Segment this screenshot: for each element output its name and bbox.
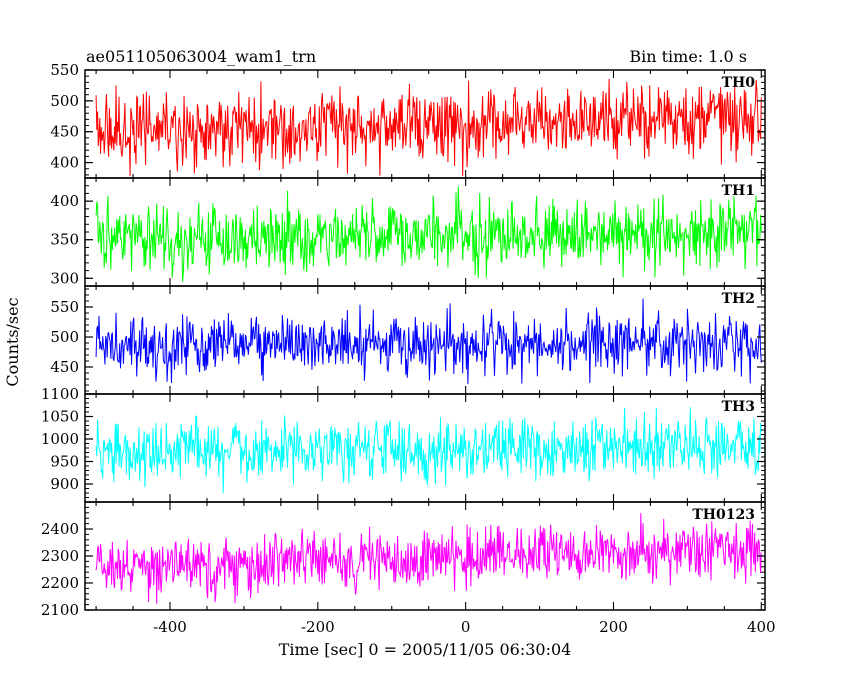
- y-tick-label: 550: [50, 61, 79, 79]
- panel-th3: 900 950 1000 1050 1100 TH3: [41, 385, 766, 503]
- y-tick-label: 1050: [41, 408, 79, 426]
- x-tick-label: -400: [153, 618, 187, 636]
- panel-label: TH3: [722, 399, 755, 415]
- x-tick-label: 0: [461, 618, 471, 636]
- y-tick-label: 2400: [41, 520, 79, 538]
- panel-th2: 450 500 550 TH2: [50, 285, 766, 395]
- y-tick-label: 950: [50, 453, 79, 471]
- y-tick-label: 1100: [41, 385, 79, 403]
- panel-label: TH0: [722, 75, 756, 91]
- chart-title: ae051105063004_wam1_trn: [86, 47, 316, 66]
- series-line-th3: [95, 407, 762, 494]
- y-tick-label: 2300: [41, 547, 79, 565]
- y-tick-label: 2200: [41, 574, 79, 592]
- y-tick-label: 550: [50, 298, 79, 316]
- y-tick-label: 1000: [41, 430, 79, 448]
- panel-th0: 400 450 500 550 TH0: [50, 61, 766, 179]
- x-tick-label: 400: [747, 618, 776, 636]
- y-axis-label: Counts/sec: [3, 297, 22, 386]
- y-tick-label: 300: [50, 269, 79, 287]
- panel-frame: [84, 393, 766, 503]
- series-line-th1: [95, 186, 762, 282]
- y-tick-label: 400: [50, 154, 79, 172]
- series-line-th0: [95, 78, 762, 177]
- panel-stack: 400 450 500 550 TH0 300 350 400 TH1 450 500 550 TH2 9…: [41, 61, 766, 619]
- y-tick-label: 500: [50, 92, 79, 110]
- y-tick-label: 400: [50, 192, 79, 210]
- x-axis: -400 -200 0 200 400: [95, 70, 776, 636]
- panel-th0123: 2100 2200 2300 2400 TH0123: [41, 501, 766, 619]
- series-line-th0123: [95, 512, 762, 604]
- bin-time-label: Bin time: 1.0 s: [629, 47, 747, 66]
- panel-th1: 300 350 400 TH1: [50, 177, 766, 287]
- series-line-th2: [95, 298, 762, 385]
- x-tick-label: -200: [301, 618, 335, 636]
- x-axis-label: Time [sec] 0 = 2005/11/05 06:30:04: [279, 640, 572, 659]
- y-tick-label: 450: [50, 123, 79, 141]
- y-tick-label: 350: [50, 231, 79, 249]
- y-tick-label: 900: [50, 475, 79, 493]
- y-tick-label: 2100: [41, 601, 79, 619]
- panel-label: TH1: [722, 183, 755, 199]
- panel-label: TH2: [722, 291, 755, 307]
- y-tick-label: 500: [50, 328, 79, 346]
- x-tick-label: 200: [599, 618, 628, 636]
- panel-label: TH0123: [692, 507, 755, 523]
- y-tick-label: 450: [50, 358, 79, 376]
